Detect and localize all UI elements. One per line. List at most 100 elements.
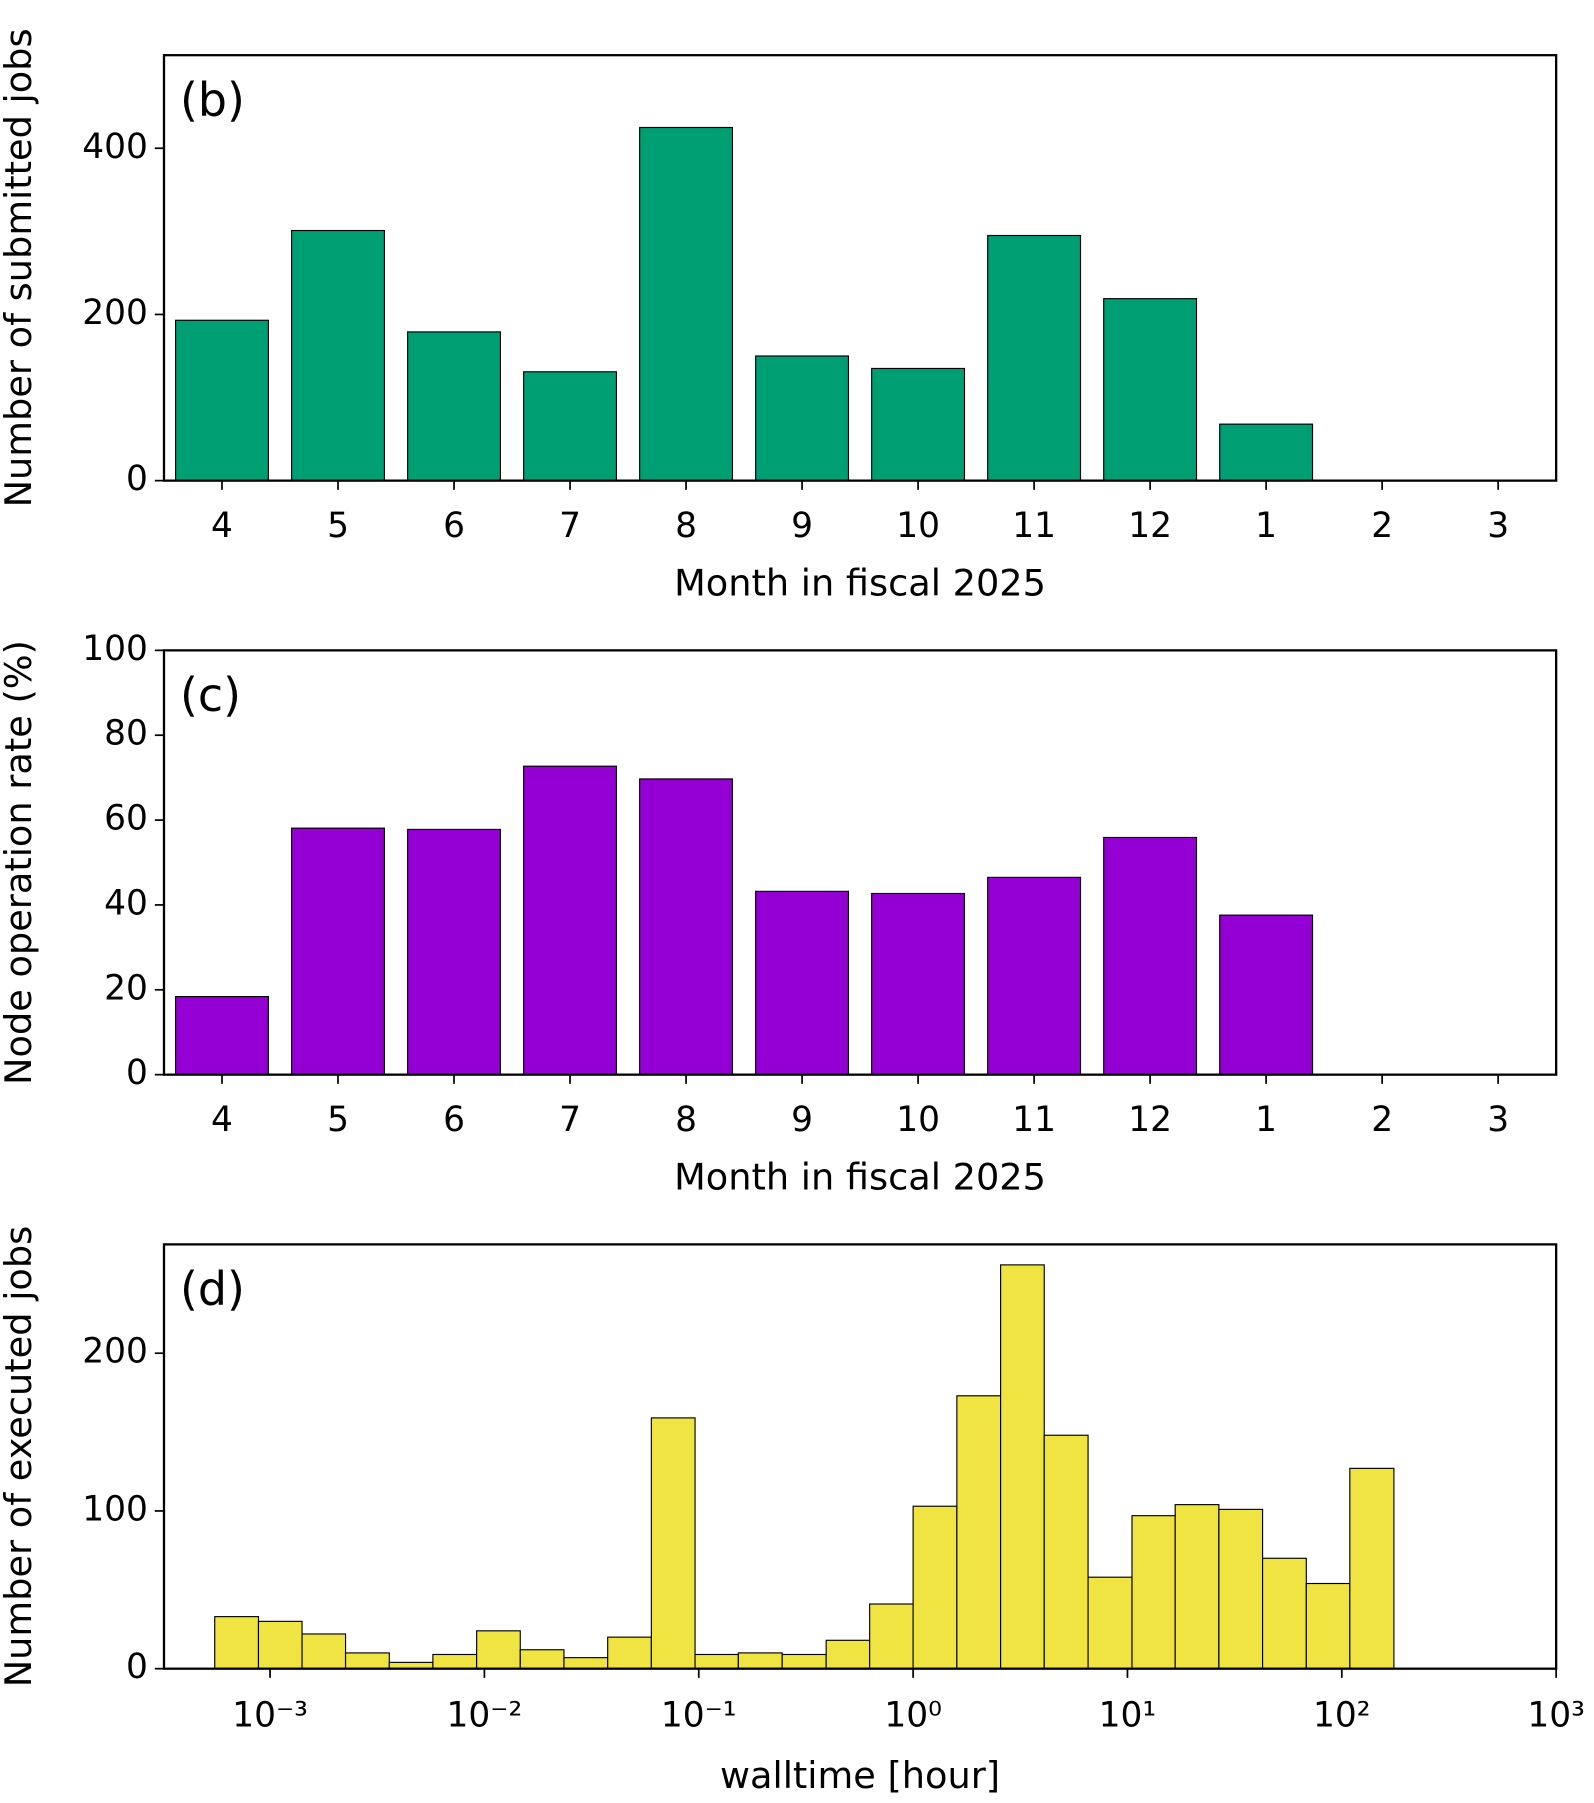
x-axis-label: Month in fiscal 2025 <box>674 1156 1046 1199</box>
y-axis-label: Node operation rate (%) <box>0 640 40 1085</box>
bar <box>407 331 502 482</box>
x-axis-label: walltime [hour] <box>720 1754 1000 1797</box>
bar <box>639 778 734 1076</box>
x-tick-label: 9 <box>791 506 813 546</box>
x-tick-label: 1 <box>1255 1100 1277 1140</box>
histogram-bar <box>607 1636 652 1670</box>
bar <box>987 876 1082 1076</box>
x-tick-label: 10⁻¹ <box>661 1695 737 1735</box>
histogram-bar <box>956 1395 1002 1670</box>
x-tick-label: 4 <box>211 1100 233 1140</box>
x-tick-label: 2 <box>1371 506 1393 546</box>
x-tick-label: 11 <box>1012 1100 1056 1140</box>
histogram-bar <box>1000 1264 1045 1670</box>
histogram-bar <box>1262 1557 1307 1670</box>
bar <box>871 892 966 1076</box>
histogram-bar <box>781 1653 827 1670</box>
histogram-bar <box>1218 1508 1264 1670</box>
x-tick-label: 10⁰ <box>884 1695 942 1735</box>
histogram-bar <box>1305 1582 1351 1670</box>
y-tick-label: 40 <box>104 883 148 923</box>
x-tick-label: 4 <box>211 506 233 546</box>
x-tick-label: 12 <box>1128 506 1172 546</box>
x-tick-label: 5 <box>327 1100 349 1140</box>
x-tick-label: 10⁻² <box>447 1695 523 1735</box>
bar <box>175 319 269 482</box>
bar <box>523 371 618 482</box>
x-tick-label: 10 <box>896 1100 940 1140</box>
y-axis-label: Number of submitted jobs <box>0 28 40 507</box>
histogram-bar <box>1174 1504 1220 1670</box>
x-tick-label: 11 <box>1012 506 1056 546</box>
y-tick-label: 80 <box>104 714 148 754</box>
bar <box>523 765 618 1076</box>
histogram-bar <box>694 1653 739 1670</box>
histogram-bar <box>301 1633 347 1670</box>
x-tick-label: 1 <box>1255 506 1277 546</box>
panel-label: (d) <box>180 1262 245 1316</box>
histogram-bar <box>344 1652 390 1670</box>
histogram-bar <box>476 1630 521 1670</box>
histogram-bar <box>563 1657 609 1670</box>
histogram-bar <box>432 1653 478 1670</box>
histogram-bar <box>912 1505 958 1670</box>
histogram-bar <box>1087 1576 1133 1670</box>
x-tick-label: 2 <box>1371 1100 1393 1140</box>
histogram-bar <box>257 1620 303 1670</box>
y-tick-label: 100 <box>82 629 148 669</box>
histogram-bar <box>650 1417 696 1670</box>
x-tick-label: 3 <box>1487 506 1509 546</box>
x-tick-label: 7 <box>559 506 581 546</box>
x-tick-label: 10¹ <box>1099 1695 1157 1735</box>
x-tick-label: 3 <box>1487 1100 1509 1140</box>
plot-frame <box>162 54 1558 482</box>
bar <box>871 367 966 482</box>
y-tick-label: 400 <box>82 127 148 167</box>
panel-label: (b) <box>180 73 245 127</box>
y-tick-label: 100 <box>82 1489 148 1529</box>
bar <box>755 890 850 1076</box>
bar <box>175 996 269 1076</box>
bar <box>291 827 385 1076</box>
y-axis-label: Number of executed jobs <box>0 1226 40 1688</box>
y-tick-label: 200 <box>82 1332 148 1372</box>
bar <box>291 229 385 482</box>
x-tick-label: 7 <box>559 1100 581 1140</box>
bar <box>1103 298 1198 482</box>
y-tick-label: 200 <box>82 293 148 333</box>
x-tick-label: 5 <box>327 506 349 546</box>
bar <box>1219 914 1314 1076</box>
bar <box>639 126 734 482</box>
histogram-bar <box>869 1603 914 1670</box>
x-tick-label: 6 <box>443 506 465 546</box>
x-tick-label: 10 <box>896 506 940 546</box>
histogram-bar <box>737 1652 783 1670</box>
x-tick-label: 12 <box>1128 1100 1172 1140</box>
x-axis-label: Month in fiscal 2025 <box>674 561 1046 604</box>
x-tick-label: 6 <box>443 1100 465 1140</box>
y-tick-label: 0 <box>126 1647 148 1687</box>
y-tick-label: 0 <box>126 1053 148 1093</box>
x-tick-label: 8 <box>675 1100 697 1140</box>
y-tick-label: 60 <box>104 799 148 839</box>
bar <box>407 828 502 1076</box>
x-tick-label: 8 <box>675 506 697 546</box>
y-tick-label: 20 <box>104 968 148 1008</box>
histogram-bar <box>519 1649 565 1670</box>
x-tick-label: 10³ <box>1527 1695 1585 1735</box>
bar <box>987 234 1082 482</box>
plot-frame <box>162 1243 1558 1670</box>
histogram-bar <box>214 1616 260 1670</box>
x-tick-label: 10² <box>1313 1695 1371 1735</box>
bar <box>755 355 850 482</box>
histogram-bar <box>1349 1467 1395 1670</box>
plot-frame <box>162 649 1558 1076</box>
histogram-bar <box>1043 1434 1089 1670</box>
bar <box>1103 836 1198 1076</box>
x-tick-label: 9 <box>791 1100 813 1140</box>
histogram-bar <box>825 1639 871 1670</box>
histogram-bar <box>1131 1515 1176 1670</box>
x-tick-label: 10⁻³ <box>232 1695 308 1735</box>
y-tick-label: 0 <box>126 459 148 499</box>
